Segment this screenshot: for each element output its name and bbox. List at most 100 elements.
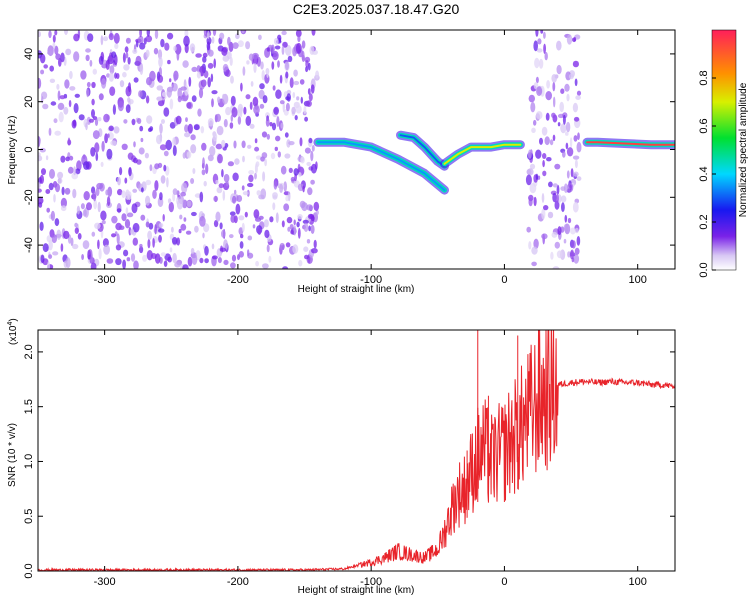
noise-speck — [60, 155, 66, 163]
noise-speck — [231, 254, 237, 262]
noise-speck — [174, 43, 182, 55]
noise-speck — [241, 185, 245, 191]
noise-speck — [564, 83, 570, 92]
noise-speck — [217, 153, 223, 164]
noise-speck — [54, 45, 59, 55]
noise-speck — [104, 133, 108, 144]
noise-speck — [100, 210, 107, 221]
noise-speck — [119, 80, 125, 88]
noise-speck — [48, 182, 54, 191]
noise-speck — [50, 210, 56, 221]
noise-speck — [163, 260, 168, 268]
noise-speck — [238, 215, 245, 221]
noise-speck — [254, 146, 260, 152]
noise-speck — [552, 192, 557, 203]
noise-speck — [180, 223, 187, 231]
signal-ridge-core — [316, 141, 446, 192]
noise-speck — [191, 95, 197, 102]
noise-speck — [307, 187, 313, 196]
noise-speck — [172, 252, 177, 264]
noise-speck — [219, 222, 223, 230]
noise-speck — [245, 94, 251, 100]
noise-speck — [221, 229, 226, 238]
noise-speck — [183, 217, 187, 222]
noise-speck — [528, 94, 535, 103]
noise-speck — [542, 153, 547, 159]
noise-speck — [145, 195, 151, 206]
y-scale-prefix: (x10 — [8, 325, 19, 345]
noise-speck — [529, 163, 536, 170]
noise-speck — [203, 223, 210, 233]
noise-speck — [54, 218, 60, 227]
noise-speck — [169, 78, 172, 83]
noise-speck — [256, 190, 261, 196]
noise-speck — [255, 260, 259, 267]
noise-speck — [278, 37, 282, 43]
noise-speck — [53, 118, 58, 124]
noise-speck — [543, 43, 546, 54]
noise-speck — [544, 52, 548, 61]
noise-speck — [213, 58, 216, 69]
noise-speck — [69, 86, 76, 91]
noise-speck — [47, 261, 50, 269]
noise-speck — [91, 109, 95, 118]
noise-speck — [85, 48, 91, 53]
noise-speck — [124, 46, 129, 53]
noise-speck — [297, 214, 303, 220]
noise-speck — [571, 240, 576, 249]
noise-speck — [230, 95, 236, 106]
colorbar-tick-label: 0.6 — [698, 118, 710, 133]
noise-speck — [60, 52, 65, 63]
noise-speck — [72, 243, 79, 250]
noise-speck — [123, 64, 130, 71]
noise-speck — [119, 167, 123, 176]
noise-speck — [573, 135, 578, 142]
noise-speck — [293, 80, 300, 86]
noise-speck — [57, 102, 65, 110]
noise-speck — [282, 41, 288, 48]
noise-speck — [207, 30, 210, 39]
noise-speck — [74, 222, 78, 228]
noise-speck — [125, 207, 129, 215]
noise-speck — [89, 59, 93, 67]
noise-speck — [159, 192, 163, 201]
noise-speck — [293, 225, 297, 236]
noise-speck — [211, 90, 218, 95]
noise-speck — [268, 255, 272, 263]
colorbar-ticks: 0.0 0.2 0.4 0.6 0.8 — [698, 70, 716, 278]
noise-speck — [262, 171, 266, 182]
noise-speck — [263, 219, 269, 228]
noise-speck — [551, 231, 558, 238]
noise-speck — [72, 188, 77, 199]
noise-speck — [73, 166, 76, 176]
noise-speck — [86, 88, 90, 98]
noise-speck — [530, 102, 536, 113]
noise-speck — [283, 181, 288, 193]
noise-speck — [59, 95, 66, 100]
noise-speck — [249, 123, 255, 129]
x-tick-label: -100 — [360, 274, 382, 286]
noise-speck — [229, 122, 234, 129]
noise-speck — [215, 143, 223, 150]
colorbar-label: Normalized spectral amplitude — [738, 82, 749, 217]
noise-speck — [308, 137, 313, 144]
noise-speck — [556, 40, 562, 51]
noise-speck — [560, 123, 567, 134]
noise-speck — [105, 59, 110, 70]
noise-speck — [216, 125, 224, 136]
noise-speck — [569, 137, 573, 148]
noise-speck — [48, 239, 53, 251]
noise-speck — [242, 66, 246, 76]
chart-title: C2E3.2025.037.18.47.G20 — [293, 1, 460, 17]
noise-speck — [272, 85, 276, 91]
noise-speck — [45, 155, 49, 161]
noise-speck — [576, 176, 582, 182]
noise-speck — [274, 45, 281, 50]
noise-speck — [236, 108, 242, 117]
noise-speck — [50, 101, 57, 106]
noise-speck — [96, 182, 103, 190]
noise-speck — [264, 229, 270, 239]
noise-speck — [230, 75, 234, 84]
noise-speck — [207, 77, 211, 88]
noise-speck — [180, 191, 187, 197]
